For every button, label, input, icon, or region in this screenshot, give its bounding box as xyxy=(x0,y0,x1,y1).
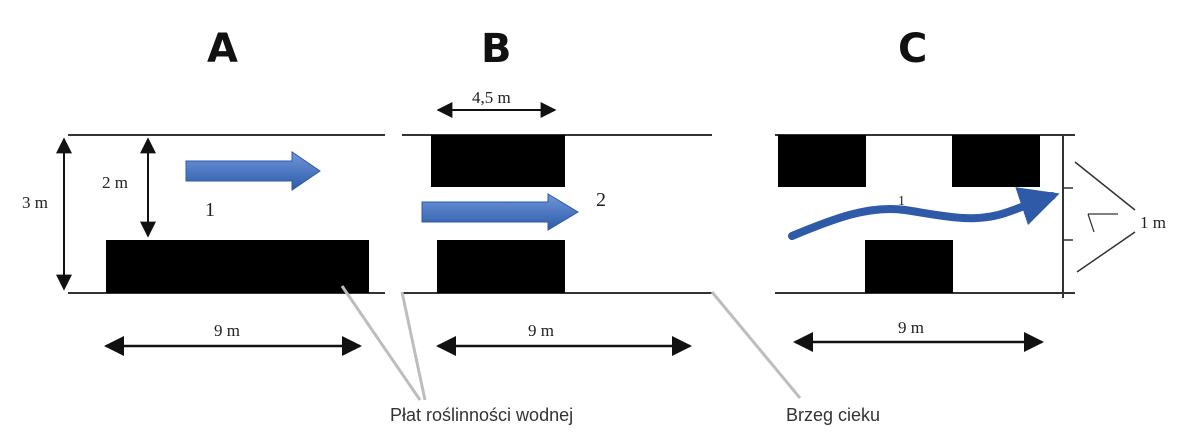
vegetation-patch-c-top-left xyxy=(778,135,866,187)
flow-number-b: 2 xyxy=(596,189,606,211)
vegetation-patch-c-bottom xyxy=(865,240,953,293)
leader-line-bank xyxy=(710,291,802,399)
dim-label-width-b: 9 m xyxy=(528,321,554,340)
panel-b: B 4,5 m 2 9 m xyxy=(402,26,712,356)
flow-arrow-b xyxy=(421,193,579,231)
vegetation-patch-a xyxy=(106,240,369,293)
vegetation-patch-b-top xyxy=(431,135,565,187)
flow-number-a: 1 xyxy=(205,199,215,221)
dim-label-channel: 3 m xyxy=(22,193,48,212)
vegetation-patch-c-top-right xyxy=(952,135,1040,187)
panel-b-label: B xyxy=(481,26,512,72)
leader-line-vegetation-2 xyxy=(400,291,427,401)
dim-label-width-a: 9 m xyxy=(214,321,240,340)
panel-c: C 1 1 m 9 m xyxy=(775,26,1166,352)
vegetation-patch-b-bottom xyxy=(437,240,565,293)
dim-label-width-c: 9 m xyxy=(898,318,924,337)
callout-line-c-1 xyxy=(1074,161,1136,211)
caption-vegetation: Płat roślinności wodnej xyxy=(390,405,573,425)
dim-label-patch: 4,5 m xyxy=(472,88,511,107)
flow-arrow-c xyxy=(788,187,1060,240)
callout-line-c-2 xyxy=(1076,231,1136,273)
dim-label-gap: 2 m xyxy=(102,173,128,192)
panel-a-label: A xyxy=(207,26,238,72)
flow-number-c: 1 xyxy=(898,194,905,209)
panel-c-label: C xyxy=(898,26,927,72)
caption-bank: Brzeg cieku xyxy=(786,405,880,425)
panel-a: A 3 m 2 m 1 9 m xyxy=(22,26,385,356)
flow-arrow-a xyxy=(185,151,321,191)
leader-line-vegetation-1 xyxy=(340,285,422,401)
callout-line-c-4 xyxy=(1087,213,1095,233)
dim-label-spacing: 1 m xyxy=(1140,213,1166,232)
